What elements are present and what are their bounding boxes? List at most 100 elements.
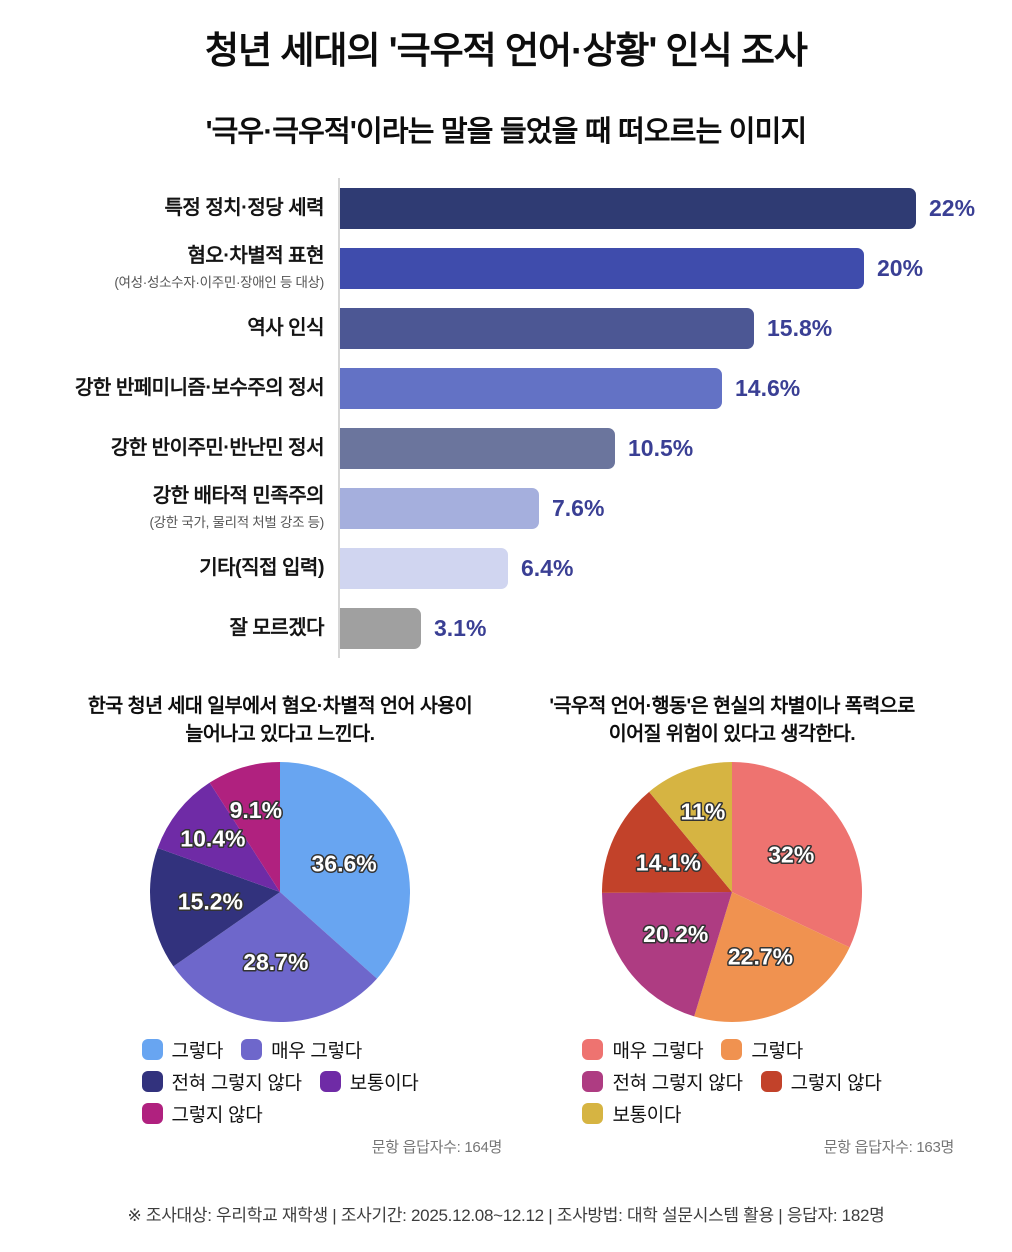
legend-label: 보통이다 xyxy=(349,1073,419,1094)
bar-category: 역사 인식 xyxy=(30,298,338,358)
legend-label: 매우 그렇다 xyxy=(271,1041,362,1062)
bar-category-label: 역사 인식 xyxy=(247,316,324,339)
pie-title-line: 늘어나고 있다고 느낀다. xyxy=(185,723,375,746)
bar xyxy=(340,427,615,469)
bar-track: 15.8% xyxy=(338,298,982,358)
legend-swatch xyxy=(319,1071,341,1092)
bar-track: 6.4% xyxy=(338,538,982,598)
pie-slice xyxy=(601,791,732,893)
bar-chart-rows: 특정 정치·정당 세력 22% 혐오·차별적 표현 (여성·성소수자·이주민·장애인 … xyxy=(30,178,982,658)
pie-slice xyxy=(173,892,377,1022)
pie-left-footnote: 문항 읍답자수: 164명 xyxy=(371,1139,503,1156)
bar-value-label: 22% xyxy=(929,194,976,221)
bar-value-label: 6.4% xyxy=(521,554,574,581)
bar xyxy=(340,487,539,529)
legend-item: 매우 그렇다 xyxy=(241,1036,362,1063)
legend-item: 매우 그렇다 xyxy=(582,1036,704,1063)
legend-label: 그렇다 xyxy=(171,1041,224,1062)
legend-swatch xyxy=(760,1071,782,1092)
pie-slice-label: 9.1% xyxy=(230,797,282,823)
bar-track: 10.5% xyxy=(338,418,982,478)
survey-footer: ※ 조사대상: 우리학교 재학생 | 조사기간: 2025.12.08~12.1… xyxy=(127,1206,885,1225)
bar-value-label: 3.1% xyxy=(434,614,487,641)
bar-category-sublabel: (여성·성소수자·이주민·장애인 등 대상) xyxy=(114,275,324,290)
bar-row: 혐오·차별적 표현 (여성·성소수자·이주민·장애인 등 대상) 20% xyxy=(30,238,982,298)
bar-chart: 특정 정치·정당 세력 22% 혐오·차별적 표현 (여성·성소수자·이주민·장애인 … xyxy=(30,178,982,658)
legend-row: 전혀 그렇지 않다 그렇지 않다 xyxy=(582,1068,882,1095)
bar-category-label: 강한 반이주민·반난민 정서 xyxy=(110,436,325,459)
legend-label: 전혀 그렇지 않다 xyxy=(612,1073,743,1094)
legend-row: 보통이다 xyxy=(582,1100,881,1127)
pie-slice xyxy=(694,892,850,1022)
legend-row: 그렇지 않다 xyxy=(141,1100,419,1127)
pie-title-line: '극우적 언어·행동'은 현실의 차별이나 폭력으로 xyxy=(549,695,915,717)
bar-category-label: 혐오·차별적 표현 xyxy=(187,245,324,267)
pie-title-line: 한국 청년 세대 일부에서 혐오·차별적 언어 사용이 xyxy=(87,695,473,717)
bar-value-label: 14.6% xyxy=(735,374,801,401)
page-title: 청년 세대의 '극우적 언어·상황' 인식 조사 xyxy=(205,30,808,71)
bar-row: 역사 인식 15.8% xyxy=(30,298,982,358)
bar xyxy=(340,547,508,589)
bar-category-sublabel: (강한 국가, 물리적 처벌 강조 등) xyxy=(149,515,324,530)
bar-category-label: 특정 정치·정당 세력 xyxy=(164,196,325,219)
legend-label: 그렇지 않다 xyxy=(171,1105,263,1126)
pie-slice xyxy=(209,762,280,892)
bar xyxy=(340,247,864,289)
legend-item: 그렇다 xyxy=(721,1036,803,1063)
bar-track: 22% xyxy=(338,178,982,238)
bar-value-label: 7.6% xyxy=(552,494,605,521)
bar-track: 3.1% xyxy=(338,598,982,658)
legend-row: 매우 그렇다 그렇다 xyxy=(582,1036,881,1063)
pie-slice-label: 14.1% xyxy=(636,849,701,875)
legend-row: 전혀 그렇지 않다 보통이다 xyxy=(141,1068,419,1095)
bar-track: 20% xyxy=(338,238,982,298)
bar-category-label: 잘 모르겠다 xyxy=(229,616,324,639)
bar-row: 강한 반페미니즘·보수주의 정서 14.6% xyxy=(30,358,982,418)
bar xyxy=(340,307,754,349)
legend-label: 전혀 그렇지 않다 xyxy=(171,1073,303,1094)
legend-swatch xyxy=(241,1039,263,1060)
pie-right-plot: 32% 22.7% 20.2% 14.1% 11% xyxy=(506,757,958,1027)
pie-slice xyxy=(649,762,732,892)
legend-label: 보통이다 xyxy=(612,1105,682,1126)
legend-label: 매우 그렇다 xyxy=(612,1041,704,1062)
legend-item: 그렇지 않다 xyxy=(760,1068,882,1095)
pie-right-footnote: 문항 읍답자수: 163명 xyxy=(823,1139,955,1156)
pie-left-plot: 36.6% 28.7% 15.2% 10.4% 9.1% xyxy=(54,757,506,1027)
pie-slice-label: 20.2% xyxy=(643,921,708,947)
legend-item: 그렇지 않다 xyxy=(141,1100,263,1127)
pie-slice-label: 36.6% xyxy=(311,850,376,876)
legend-item: 전혀 그렇지 않다 xyxy=(141,1068,303,1095)
legend-swatch xyxy=(582,1103,604,1124)
bar-category-label: 강한 배타적 민족주의 xyxy=(152,485,325,507)
pie-slice xyxy=(157,782,280,892)
bar-category: 강한 배타적 민족주의 (강한 국가, 물리적 처벌 강조 등) xyxy=(30,478,338,538)
bar-category: 기타(직접 입력) xyxy=(30,538,338,598)
bar-row: 잘 모르겠다 3.1% xyxy=(30,598,982,658)
pie-title-line: 이어질 위험이 있다고 생각한다. xyxy=(608,723,856,746)
bar xyxy=(340,607,421,649)
legend-swatch xyxy=(582,1071,604,1092)
legend-label: 그렇다 xyxy=(751,1041,803,1062)
legend-item: 전혀 그렇지 않다 xyxy=(582,1068,743,1095)
legend-item: 보통이다 xyxy=(319,1068,419,1095)
bar-track: 14.6% xyxy=(338,358,982,418)
legend-item: 그렇다 xyxy=(141,1036,224,1063)
legend-swatch xyxy=(141,1039,163,1060)
legend-swatch xyxy=(141,1103,163,1124)
bar-row: 강한 배타적 민족주의 (강한 국가, 물리적 처벌 강조 등) 7.6% xyxy=(30,478,982,538)
bar-row: 특정 정치·정당 세력 22% xyxy=(30,178,982,238)
legend-label: 그렇지 않다 xyxy=(790,1073,882,1094)
bar-category: 혐오·차별적 표현 (여성·성소수자·이주민·장애인 등 대상) xyxy=(30,238,338,298)
bar xyxy=(340,187,916,229)
bar-row: 강한 반이주민·반난민 정서 10.5% xyxy=(30,418,982,478)
